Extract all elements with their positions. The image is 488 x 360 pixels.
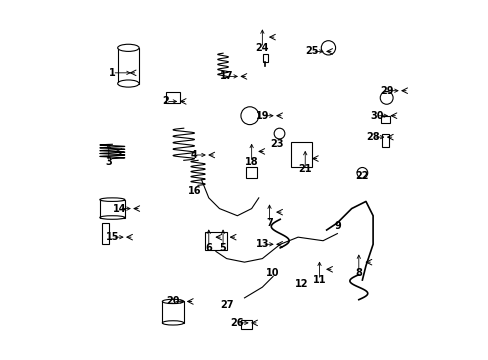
- Text: 19: 19: [255, 111, 268, 121]
- Text: 11: 11: [312, 275, 325, 285]
- Text: 9: 9: [333, 221, 340, 231]
- Text: 30: 30: [369, 111, 383, 121]
- Text: 5: 5: [219, 243, 226, 253]
- Circle shape: [380, 91, 392, 104]
- Circle shape: [356, 167, 367, 178]
- Text: 14: 14: [113, 203, 126, 213]
- Text: 3: 3: [105, 157, 112, 167]
- Text: 6: 6: [205, 243, 212, 253]
- Bar: [162, 301, 183, 323]
- Text: 1: 1: [109, 68, 116, 78]
- Bar: [381, 134, 388, 147]
- Bar: [118, 48, 139, 84]
- Text: 21: 21: [298, 164, 311, 174]
- Text: 27: 27: [220, 300, 233, 310]
- Ellipse shape: [100, 216, 124, 219]
- Text: 13: 13: [255, 239, 268, 249]
- Bar: [241, 320, 251, 329]
- Bar: [262, 54, 267, 62]
- Circle shape: [321, 41, 335, 55]
- Circle shape: [274, 128, 285, 139]
- Bar: [380, 116, 389, 123]
- Text: 29: 29: [380, 86, 393, 96]
- Text: 22: 22: [355, 171, 368, 181]
- Text: 12: 12: [294, 279, 308, 289]
- Text: 16: 16: [187, 186, 201, 196]
- Text: 25: 25: [305, 46, 319, 57]
- Ellipse shape: [118, 80, 139, 87]
- Text: 10: 10: [266, 268, 279, 278]
- Bar: [100, 200, 124, 217]
- Text: 15: 15: [105, 232, 119, 242]
- Text: 17: 17: [220, 71, 233, 81]
- Ellipse shape: [162, 299, 183, 303]
- Bar: [205, 232, 226, 249]
- Bar: [102, 223, 108, 244]
- Text: 7: 7: [265, 218, 272, 228]
- Text: 2: 2: [162, 96, 169, 107]
- Text: 23: 23: [269, 139, 283, 149]
- Text: 4: 4: [191, 150, 198, 160]
- Text: 20: 20: [166, 296, 180, 306]
- Text: 8: 8: [355, 268, 362, 278]
- Ellipse shape: [162, 321, 183, 325]
- Bar: [165, 93, 180, 103]
- Bar: [290, 143, 312, 167]
- Ellipse shape: [118, 44, 139, 51]
- Ellipse shape: [100, 198, 124, 202]
- Circle shape: [241, 107, 258, 125]
- Text: 26: 26: [230, 318, 244, 328]
- Text: 18: 18: [244, 157, 258, 167]
- Text: 24: 24: [255, 43, 268, 53]
- Bar: [246, 167, 257, 178]
- Text: 28: 28: [366, 132, 379, 142]
